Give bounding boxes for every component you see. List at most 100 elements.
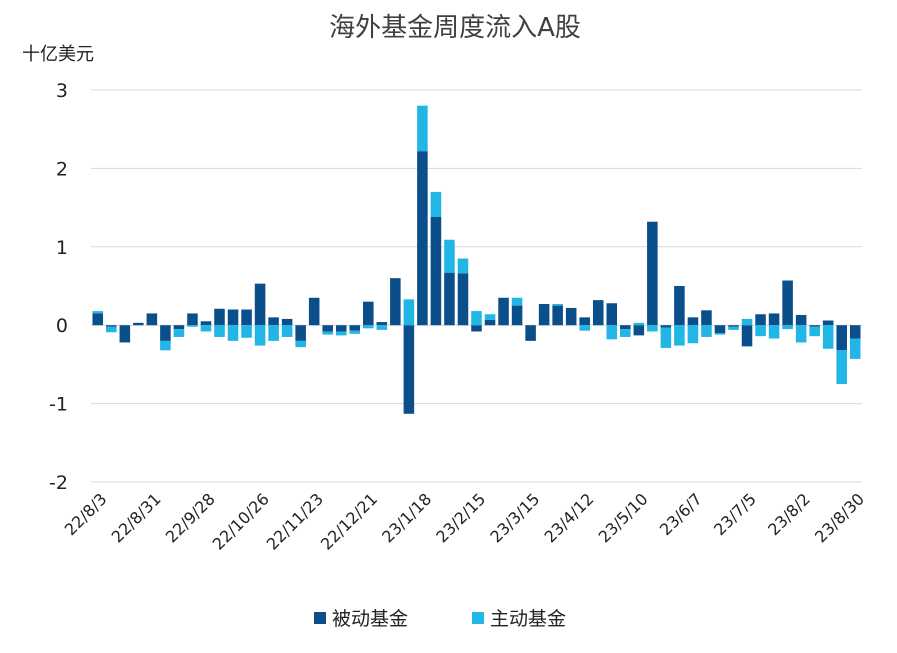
bar-passive (160, 325, 171, 341)
bar-passive (173, 325, 185, 330)
bar-passive (403, 325, 415, 414)
legend: 被动基金 主动基金 (314, 608, 566, 630)
bar-active (701, 325, 712, 337)
bar-passive (714, 325, 726, 334)
x-tick-label: 22/8/3 (61, 489, 111, 539)
bar-active (552, 304, 563, 306)
bar-active (728, 326, 739, 330)
bar-passive (836, 325, 847, 351)
x-tick-label: 23/8/30 (811, 489, 868, 546)
x-tick-label: 22/11/23 (263, 489, 327, 553)
legend-swatch-passive (314, 612, 326, 624)
bar-active (822, 325, 834, 349)
x-tick-label: 22/8/31 (108, 489, 165, 546)
bar-passive (363, 301, 374, 326)
y-tick-label: 0 (56, 315, 68, 337)
chart-title: 海外基金周度流入A股 (329, 13, 581, 43)
x-tick-label: 23/5/10 (595, 489, 652, 546)
bar-active (471, 311, 482, 326)
bar-active (444, 239, 455, 273)
bar-passive (633, 325, 645, 336)
bar-passive (92, 313, 104, 326)
bar-passive (457, 273, 469, 326)
legend-label-passive: 被动基金 (332, 608, 408, 630)
bar-passive (322, 325, 333, 332)
bar-passive (538, 304, 550, 326)
bar-active (674, 325, 685, 346)
bar-passive (795, 315, 807, 326)
bar-active (849, 338, 861, 359)
bar-passive (768, 313, 780, 326)
bar-passive (687, 317, 699, 326)
x-tick-label: 23/1/18 (378, 489, 435, 546)
bar-active (484, 314, 496, 320)
bar-passive (782, 280, 793, 326)
bar-passive (565, 307, 577, 326)
bar-active (768, 325, 780, 339)
bar-passive (592, 300, 604, 326)
bar-passive (295, 325, 306, 341)
bar-active (430, 191, 442, 218)
bar-active (363, 325, 374, 329)
bar-active (809, 326, 820, 337)
bar-active (620, 329, 631, 337)
bar-passive (444, 272, 455, 326)
x-tick-label: 23/2/15 (432, 489, 489, 546)
bar-active (660, 327, 672, 348)
bar-passive (620, 325, 631, 330)
bar-passive (755, 314, 766, 326)
bar-passive (417, 151, 428, 326)
gridlines (91, 89, 862, 483)
bar-active (173, 329, 185, 337)
legend-label-active: 主动基金 (490, 608, 566, 630)
bar-passive (146, 313, 158, 326)
bar-active (335, 331, 347, 336)
bar-passive (741, 325, 753, 347)
bar-passive (579, 317, 590, 326)
x-tick-label: 23/3/15 (486, 489, 543, 546)
x-tick-label: 22/10/26 (209, 489, 273, 553)
bar-active (187, 325, 198, 327)
bar-active (633, 322, 645, 326)
bar-active (687, 325, 699, 344)
bar-active (268, 325, 279, 341)
bar-passive (809, 325, 820, 327)
bar-passive (106, 325, 117, 327)
bar-passive (281, 318, 293, 326)
bar-passive (308, 297, 320, 326)
bar-passive (376, 322, 388, 326)
x-tick-label: 23/6/7 (656, 489, 706, 539)
x-tick-label: 23/8/2 (764, 489, 814, 539)
legend-swatch-active (472, 612, 484, 624)
bar-passive (268, 317, 279, 326)
bar-active (782, 325, 793, 330)
bar-passive (484, 319, 496, 326)
bar-passive (701, 310, 712, 326)
bar-active (160, 340, 171, 351)
bar-active (457, 258, 469, 274)
bar-passive (525, 325, 536, 341)
bar-active (417, 105, 428, 152)
y-tick-label: 1 (56, 237, 68, 259)
bar-passive (647, 221, 658, 326)
bar-passive (849, 325, 861, 339)
bar-active (106, 326, 117, 333)
bar-active (241, 325, 252, 338)
y-axis-ticks: 3 2 1 0 -1 -2 (49, 80, 68, 494)
bar-active (741, 318, 753, 326)
y-tick-label: 3 (56, 80, 68, 102)
bar-passive (498, 297, 509, 326)
bar-passive (430, 217, 442, 326)
bar-active (647, 325, 658, 332)
bar-passive (254, 283, 266, 326)
bar-passive (822, 320, 834, 326)
bar-passive (606, 303, 618, 326)
bar-passive (552, 305, 563, 326)
bar-active (755, 325, 766, 337)
bar-active (214, 325, 225, 337)
y-tick-label: -1 (49, 394, 68, 416)
bar-active (579, 325, 590, 331)
x-tick-label: 23/4/12 (540, 489, 597, 546)
bar-passive (660, 325, 672, 328)
